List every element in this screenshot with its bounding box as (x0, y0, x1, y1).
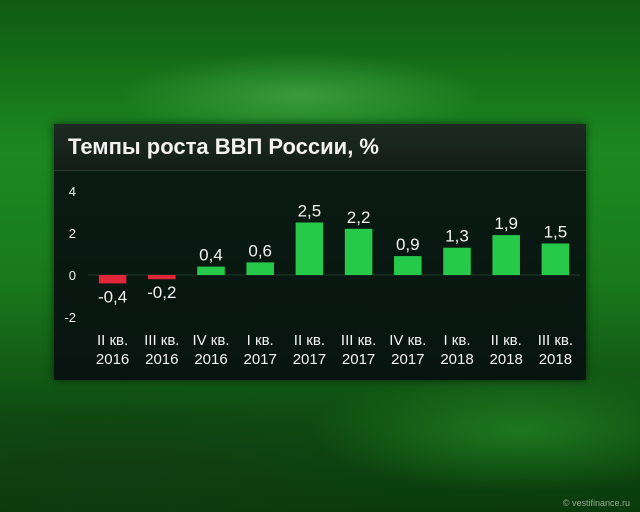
data-label: 2,2 (347, 208, 371, 227)
category-year-label: 2017 (342, 351, 375, 368)
category-label: II кв. (491, 332, 522, 349)
watermark: © vestifinance.ru (562, 498, 630, 508)
bar-chart: 4 2 0 -2 -0,4 II кв. 2016 -0,2 III кв. 2016 0,4 IV … (64, 184, 580, 368)
bar (98, 275, 127, 284)
data-label: 1,5 (544, 223, 568, 242)
chart-title-bar: Темпы роста ВВП России, % (54, 124, 586, 171)
category-year-label: 2018 (539, 351, 572, 368)
category-year-label: 2017 (293, 351, 326, 368)
category-label: I кв. (247, 332, 274, 349)
chart-panel: Темпы роста ВВП России, % 4 2 0 -2 -0,4 II кв… (54, 124, 586, 380)
data-label: -0,2 (147, 283, 176, 302)
plot-area: 4 2 0 -2 -0,4 II кв. 2016 -0,2 III кв. 2016 0,4 IV … (54, 171, 586, 380)
data-label: 2,5 (298, 202, 322, 221)
category-year-label: 2016 (194, 351, 227, 368)
bar (541, 243, 570, 275)
bar (443, 247, 471, 275)
category-label: II кв. (294, 332, 325, 349)
data-label: 1,9 (494, 214, 518, 233)
category-label: III кв. (144, 332, 179, 349)
bar (246, 262, 274, 275)
y-tick-label: 0 (69, 268, 76, 283)
bar (492, 235, 520, 275)
category-label: III кв. (538, 332, 573, 349)
chart-title: Темпы роста ВВП России, % (68, 134, 379, 159)
category-year-label: 2017 (244, 351, 277, 368)
category-year-label: 2018 (440, 351, 473, 368)
category-year-label: 2016 (96, 351, 129, 368)
y-tick-label: 4 (69, 184, 76, 199)
bar (197, 266, 225, 275)
y-tick-label: 2 (69, 226, 76, 241)
y-tick-label: -2 (64, 310, 76, 325)
category-year-label: 2018 (490, 351, 523, 368)
category-label: II кв. (97, 332, 128, 349)
data-label: 0,6 (248, 241, 272, 260)
category-label: I кв. (443, 332, 470, 349)
category-year-label: 2016 (145, 351, 178, 368)
bar (295, 222, 324, 275)
category-year-label: 2017 (391, 351, 424, 368)
bar (394, 256, 422, 275)
category-label: IV кв. (389, 332, 426, 349)
category-label: III кв. (341, 332, 376, 349)
bar (344, 228, 373, 275)
category-label: IV кв. (192, 332, 229, 349)
bar (148, 275, 176, 280)
data-label: -0,4 (98, 287, 127, 306)
data-label: 1,3 (445, 227, 469, 246)
data-label: 0,9 (396, 235, 420, 254)
data-label: 0,4 (199, 246, 223, 265)
